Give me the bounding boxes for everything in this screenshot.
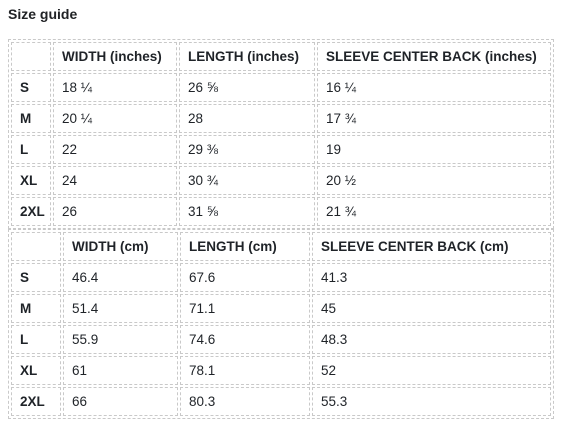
size-label: L [11, 135, 51, 164]
sleeve-cell: 48.3 [312, 325, 551, 354]
width-cell: 18 ¼ [53, 73, 177, 102]
sleeve-cell: 41.3 [312, 263, 551, 292]
column-header [11, 42, 51, 71]
table-row: XL 24 30 ¾ 20 ½ [11, 166, 551, 195]
table-row: L 22 29 ⅜ 19 [11, 135, 551, 164]
table-header-row: WIDTH (cm) LENGTH (cm) SLEEVE CENTER BAC… [11, 232, 551, 261]
size-table-cm: WIDTH (cm) LENGTH (cm) SLEEVE CENTER BAC… [8, 229, 554, 419]
size-label: L [11, 325, 61, 354]
size-label: S [11, 263, 61, 292]
width-cell: 46.4 [63, 263, 178, 292]
width-cell: 55.9 [63, 325, 178, 354]
column-header [11, 232, 61, 261]
width-cell: 20 ¼ [53, 104, 177, 133]
table-row: M 51.4 71.1 45 [11, 294, 551, 323]
length-cell: 26 ⅝ [179, 73, 315, 102]
table-row: M 20 ¼ 28 17 ¾ [11, 104, 551, 133]
sleeve-cell: 16 ¼ [317, 73, 551, 102]
size-label: 2XL [11, 387, 61, 416]
size-label: XL [11, 166, 51, 195]
width-cell: 26 [53, 197, 177, 226]
column-header-length: LENGTH (inches) [179, 42, 315, 71]
length-cell: 74.6 [180, 325, 310, 354]
length-cell: 78.1 [180, 356, 310, 385]
table-row: 2XL 26 31 ⅝ 21 ¾ [11, 197, 551, 226]
sleeve-cell: 21 ¾ [317, 197, 551, 226]
column-header-width: WIDTH (inches) [53, 42, 177, 71]
width-cell: 24 [53, 166, 177, 195]
column-header-width: WIDTH (cm) [63, 232, 178, 261]
sleeve-cell: 20 ½ [317, 166, 551, 195]
column-header-sleeve: SLEEVE CENTER BACK (cm) [312, 232, 551, 261]
table-row: S 46.4 67.6 41.3 [11, 263, 551, 292]
sleeve-cell: 17 ¾ [317, 104, 551, 133]
width-cell: 51.4 [63, 294, 178, 323]
table-row: L 55.9 74.6 48.3 [11, 325, 551, 354]
size-label: 2XL [11, 197, 51, 226]
size-table-inches: WIDTH (inches) LENGTH (inches) SLEEVE CE… [8, 39, 554, 229]
length-cell: 31 ⅝ [179, 197, 315, 226]
length-cell: 30 ¾ [179, 166, 315, 195]
size-label: XL [11, 356, 61, 385]
length-cell: 80.3 [180, 387, 310, 416]
length-cell: 67.6 [180, 263, 310, 292]
column-header-sleeve: SLEEVE CENTER BACK (inches) [317, 42, 551, 71]
size-label: M [11, 104, 51, 133]
table-header-row: WIDTH (inches) LENGTH (inches) SLEEVE CE… [11, 42, 551, 71]
table-row: 2XL 66 80.3 55.3 [11, 387, 551, 416]
sleeve-cell: 19 [317, 135, 551, 164]
column-header-length: LENGTH (cm) [180, 232, 310, 261]
length-cell: 29 ⅜ [179, 135, 315, 164]
sleeve-cell: 55.3 [312, 387, 551, 416]
size-label: S [11, 73, 51, 102]
size-label: M [11, 294, 61, 323]
sleeve-cell: 45 [312, 294, 551, 323]
page-title: Size guide [8, 6, 78, 22]
width-cell: 22 [53, 135, 177, 164]
length-cell: 71.1 [180, 294, 310, 323]
width-cell: 61 [63, 356, 178, 385]
sleeve-cell: 52 [312, 356, 551, 385]
table-row: S 18 ¼ 26 ⅝ 16 ¼ [11, 73, 551, 102]
width-cell: 66 [63, 387, 178, 416]
length-cell: 28 [179, 104, 315, 133]
table-row: XL 61 78.1 52 [11, 356, 551, 385]
